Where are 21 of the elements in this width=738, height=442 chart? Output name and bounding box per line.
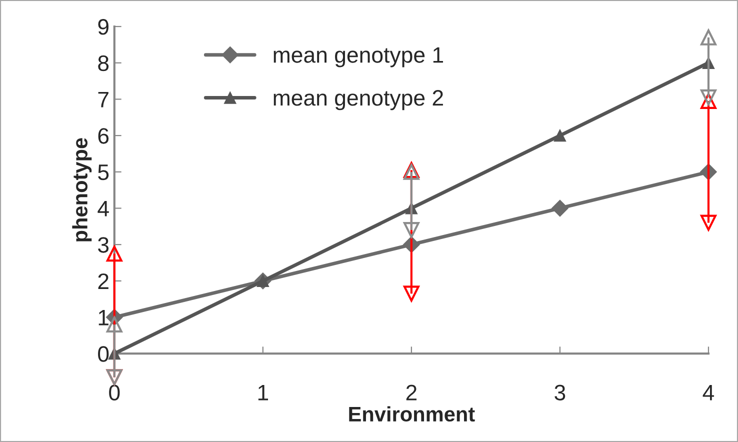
y-tick-label: 7 <box>98 92 108 108</box>
x-tick-label: 0 <box>109 384 120 400</box>
y-tick-label: 9 <box>98 19 108 35</box>
y-tick-label: 0 <box>98 346 109 362</box>
y-tick-label: 2 <box>98 273 108 289</box>
y-tick-label: 4 <box>98 200 109 216</box>
y-tick-label: 5 <box>98 164 109 180</box>
y-tick-label: 1 <box>98 310 108 326</box>
x-tick-label: 1 <box>258 384 268 400</box>
legend-label: mean genotype 1 <box>274 47 443 68</box>
point <box>554 129 566 142</box>
point <box>552 200 568 217</box>
x-tick-label: 4 <box>702 384 714 400</box>
x-tick-label: 2 <box>406 384 416 400</box>
y-tick-label: 8 <box>98 55 109 72</box>
x-axis-title: Environment <box>349 406 475 422</box>
legend-label: mean genotype 2 <box>274 90 443 110</box>
y-tick-label: 6 <box>98 128 109 144</box>
x-tick-label: 3 <box>554 384 566 400</box>
y-tick-label: 3 <box>98 237 109 253</box>
y-axis-title: phenotype <box>72 138 92 242</box>
